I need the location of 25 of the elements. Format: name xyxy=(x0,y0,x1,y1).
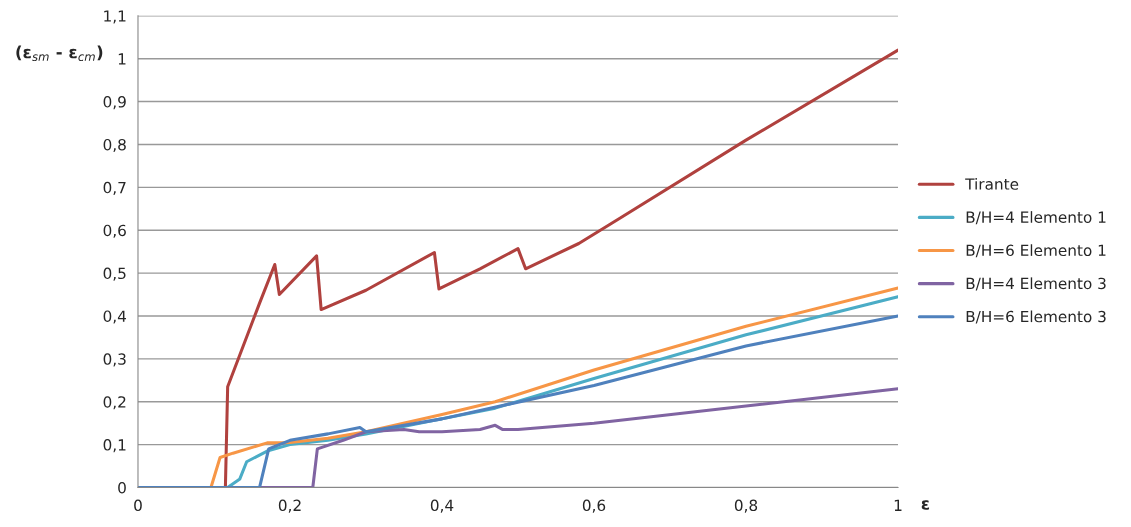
y-tick-label: 0,2 xyxy=(103,396,126,410)
y-tick-label: 0,7 xyxy=(103,181,126,195)
legend-label: B/H=4 Elemento 3 xyxy=(966,277,1106,291)
legend-label: B/H=6 Elemento 3 xyxy=(966,310,1106,324)
x-tick-label: 0,8 xyxy=(734,499,758,513)
y-tick-label: 0,4 xyxy=(103,310,127,324)
y-tick-label: 0,8 xyxy=(103,138,126,153)
y-tick-label: 0,1 xyxy=(103,439,126,453)
y-tick-label: 0,5 xyxy=(103,267,126,281)
y-tick-label: 0 xyxy=(118,481,126,494)
x-tick-label: 0,2 xyxy=(278,499,301,513)
y-axis-title: (ε$_{sm}$ - ε$_{cm}$) xyxy=(16,45,103,62)
x-tick-label: 0,4 xyxy=(430,499,454,513)
y-tick-label: 0,6 xyxy=(103,224,126,238)
y-tick-label: 0,3 xyxy=(103,353,126,367)
legend-label: B/H=4 Elemento 1 xyxy=(966,211,1106,225)
x-tick-label: 0 xyxy=(134,499,142,512)
x-axis-title: ε xyxy=(921,500,930,510)
legend-label: Tirante xyxy=(965,178,1019,190)
x-tick-label: 1 xyxy=(894,499,902,511)
x-tick-label: 0,6 xyxy=(582,499,606,513)
legend-label: B/H=6 Elemento 1 xyxy=(966,244,1106,258)
y-tick-label: 0,9 xyxy=(103,96,126,110)
y-tick-label: 1,1 xyxy=(104,10,126,24)
y-tick-label: 1 xyxy=(118,53,126,65)
